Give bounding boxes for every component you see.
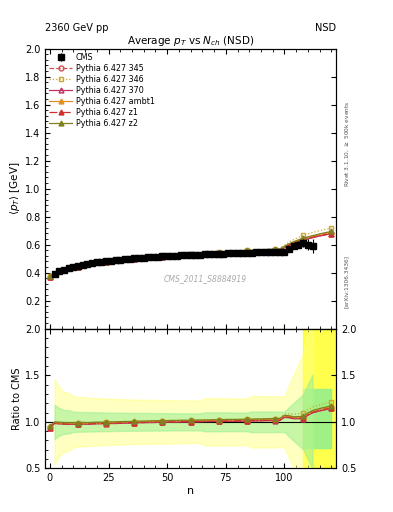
Pythia 6.427 ambt1 [217,249,221,255]
Pythia 6.427 ambt1 [292,239,296,245]
Pythia 6.427 z2 [198,250,202,256]
Pythia 6.427 370 [217,250,221,257]
Pythia 6.427 346 [292,237,296,243]
Pythia 6.427 z2 [217,249,221,255]
Pythia 6.427 346 [146,253,151,260]
Pythia 6.427 z1 [329,230,334,237]
Pythia 6.427 z2 [146,253,151,260]
Line: Pythia 6.427 z1: Pythia 6.427 z1 [48,231,334,280]
Pythia 6.427 345 [146,254,151,261]
Pythia 6.427 ambt1 [48,273,52,280]
Pythia 6.427 346 [113,257,118,263]
Line: Pythia 6.427 z2: Pythia 6.427 z2 [48,229,334,279]
Y-axis label: $\langle p_T \rangle$ [GeV]: $\langle p_T \rangle$ [GeV] [8,162,22,216]
Pythia 6.427 370 [104,259,108,265]
Pythia 6.427 345 [48,274,52,280]
Pythia 6.427 z1 [48,274,52,280]
Pythia 6.427 ambt1 [198,250,202,257]
Line: Pythia 6.427 370: Pythia 6.427 370 [48,231,334,280]
Pythia 6.427 346 [198,250,202,256]
Pythia 6.427 z1 [113,258,118,264]
Pythia 6.427 ambt1 [113,258,118,264]
Line: Pythia 6.427 346: Pythia 6.427 346 [48,226,334,279]
Text: Rivet 3.1.10, $\geq$ 500k events: Rivet 3.1.10, $\geq$ 500k events [344,100,351,186]
Pythia 6.427 z2 [113,257,118,263]
Text: NSD: NSD [315,23,336,33]
Text: CMS_2011_S8884919: CMS_2011_S8884919 [163,273,247,283]
Legend: CMS, Pythia 6.427 345, Pythia 6.427 346, Pythia 6.427 370, Pythia 6.427 ambt1, P: CMS, Pythia 6.427 345, Pythia 6.427 346,… [48,51,156,130]
Pythia 6.427 ambt1 [104,259,108,265]
Pythia 6.427 370 [198,251,202,258]
Pythia 6.427 z2 [329,228,334,234]
Pythia 6.427 345 [217,250,221,257]
Pythia 6.427 346 [48,273,52,280]
Pythia 6.427 z2 [48,273,52,279]
Pythia 6.427 z1 [146,254,151,261]
Y-axis label: Ratio to CMS: Ratio to CMS [12,367,22,430]
Pythia 6.427 345 [113,258,118,264]
Pythia 6.427 z1 [198,251,202,258]
Pythia 6.427 346 [104,259,108,265]
Text: 2360 GeV pp: 2360 GeV pp [45,23,109,33]
Pythia 6.427 345 [329,229,334,236]
Line: Pythia 6.427 345: Pythia 6.427 345 [48,230,334,279]
Pythia 6.427 370 [292,240,296,246]
Pythia 6.427 346 [329,225,334,231]
Pythia 6.427 370 [329,231,334,237]
Pythia 6.427 ambt1 [146,254,151,260]
Text: [arXiv:1306.3436]: [arXiv:1306.3436] [344,255,349,308]
Pythia 6.427 z1 [104,259,108,265]
X-axis label: n: n [187,486,194,496]
Pythia 6.427 z2 [104,258,108,264]
Pythia 6.427 z2 [292,239,296,245]
Pythia 6.427 345 [104,259,108,265]
Pythia 6.427 370 [48,274,52,280]
Title: Average $p_T$ vs $N_{ch}$ (NSD): Average $p_T$ vs $N_{ch}$ (NSD) [127,34,254,49]
Pythia 6.427 370 [146,255,151,261]
Pythia 6.427 345 [292,240,296,246]
Pythia 6.427 345 [198,251,202,258]
Pythia 6.427 ambt1 [329,229,334,235]
Pythia 6.427 370 [113,258,118,264]
Pythia 6.427 346 [217,249,221,255]
Pythia 6.427 z1 [217,250,221,256]
Line: Pythia 6.427 ambt1: Pythia 6.427 ambt1 [48,230,334,279]
Pythia 6.427 z1 [292,240,296,246]
